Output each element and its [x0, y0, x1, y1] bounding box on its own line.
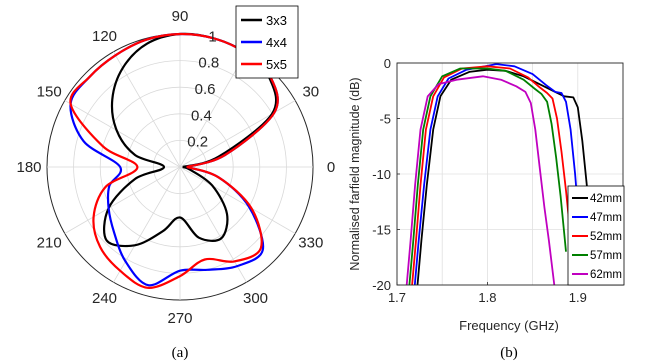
cartesian-axes: 1.7 1.8 1.9 0 -5 -10 -15 -20: [372, 56, 624, 305]
polar-legend-entry: 4x4: [266, 35, 287, 50]
radial-tick-label: 0.8: [198, 55, 219, 72]
polar-spoke: [179, 51, 247, 168]
cartesian-legend-entry: 62mm: [590, 269, 622, 281]
polar-spoke: [113, 51, 181, 168]
series-line-52mm: [411, 65, 573, 285]
radial-tick-label: 0.2: [187, 134, 208, 151]
cartesian-series-group: [405, 63, 593, 285]
series-line-47mm: [413, 63, 582, 285]
x-axis-label: Frequency (GHz): [459, 318, 559, 333]
y-tick-label: -15: [372, 223, 391, 238]
angle-tick-label: 300: [243, 290, 268, 307]
y-tick-label: -10: [372, 167, 391, 182]
polar-spoke: [113, 166, 181, 283]
y-tick-label: 0: [384, 56, 391, 71]
angle-tick-label: 210: [37, 235, 62, 252]
polar-legend-entry: 5x5: [266, 57, 287, 72]
polar-legend: 3x3 4x4 5x5: [235, 5, 299, 79]
radial-tick-label: 0.4: [191, 107, 212, 124]
angle-tick-label: 150: [37, 84, 62, 101]
angle-tick-label: 330: [298, 235, 323, 252]
cartesian-legend: 42mm 47mm 52mm 57mm 62mm: [567, 185, 625, 286]
angle-tick-label: 30: [302, 84, 319, 101]
y-tick-label: -5: [379, 112, 391, 127]
cartesian-legend-entry: 52mm: [590, 231, 622, 243]
angle-tick-label: 180: [16, 159, 41, 176]
series-line-42mm: [416, 68, 593, 285]
angle-tick-label: 240: [92, 290, 117, 307]
angle-tick-label: 90: [172, 8, 189, 25]
angle-tick-label: 120: [92, 28, 117, 45]
polar-spoke: [64, 100, 181, 168]
angle-tick-label: 0: [327, 159, 335, 176]
y-tick-label: -20: [372, 278, 391, 293]
cartesian-legend-entry: 47mm: [590, 212, 622, 224]
polar-spoke: [179, 166, 296, 234]
cartesian-legend-entry: 42mm: [590, 193, 622, 205]
series-line-62mm: [405, 75, 556, 285]
caption-a: (a): [172, 345, 189, 361]
polar-grid: [46, 33, 314, 301]
series-line-57mm: [408, 67, 567, 285]
radial-tick-label: 1: [208, 28, 216, 45]
angle-tick-label: 270: [167, 310, 192, 327]
x-tick-label: 1.7: [388, 290, 406, 305]
x-tick-label: 1.8: [478, 290, 496, 305]
polar-legend-entry: 3x3: [266, 13, 287, 28]
polar-spoke: [179, 166, 247, 283]
caption-b: (b): [500, 345, 518, 361]
y-axis-label: Normalised farfield magnitude (dB): [348, 77, 362, 270]
radial-tick-label: 0.6: [195, 81, 216, 98]
x-tick-label: 1.9: [569, 290, 587, 305]
cartesian-legend-entry: 57mm: [590, 250, 622, 262]
polar-spoke: [64, 166, 181, 234]
